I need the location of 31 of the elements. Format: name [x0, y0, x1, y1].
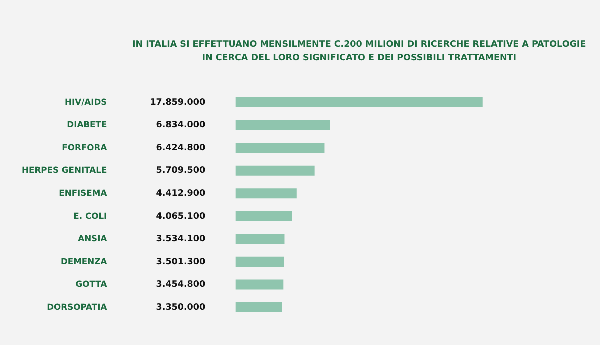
y-tick-label: GOTTA [76, 279, 108, 290]
y-tick-label: DIABETE [67, 120, 108, 130]
bar [236, 280, 284, 290]
bar [236, 302, 282, 313]
y-tick-label: E. COLI [74, 210, 108, 221]
y-tick-label: HERPES GENITALE [22, 165, 108, 176]
data-label: 17.859.000 [150, 98, 206, 108]
y-tick-label: DEMENZA [60, 256, 108, 266]
y-tick-label: DORSOPATIA [47, 302, 108, 312]
bar [236, 211, 292, 222]
data-label: 4.412.900 [156, 189, 206, 199]
data-label: 3.501.300 [156, 257, 206, 268]
y-tick-label: ENFISEMA [59, 188, 108, 198]
y-tick-label: HIV/AIDS [65, 96, 108, 107]
data-label: 3.350.000 [156, 302, 206, 313]
bar [236, 188, 297, 199]
data-label: 4.065.100 [156, 212, 206, 222]
bar [236, 166, 315, 176]
bar [236, 143, 325, 154]
data-label: 6.424.800 [156, 143, 206, 154]
y-tick-label: FORFORA [62, 142, 108, 152]
bar [236, 97, 483, 108]
data-label: 5.709.500 [156, 166, 206, 176]
y-tick-label: ANSIA [78, 234, 108, 244]
data-label: 3.454.800 [156, 280, 206, 290]
bar [236, 256, 284, 267]
data-label: 3.534.100 [156, 234, 206, 245]
chart-title: IN ITALIA SI EFFETTUANO MENSILMENTE C.200 MILIONI DI RICERCHE RELATIVE A PATOLOGIE IN CERCA DEL LORO SIGNIFICATO E DEI POSSIBILI TRATTAMENTI [132, 40, 586, 64]
bar [236, 234, 285, 244]
data-label: 6.834.000 [156, 120, 206, 131]
bar [236, 120, 330, 130]
